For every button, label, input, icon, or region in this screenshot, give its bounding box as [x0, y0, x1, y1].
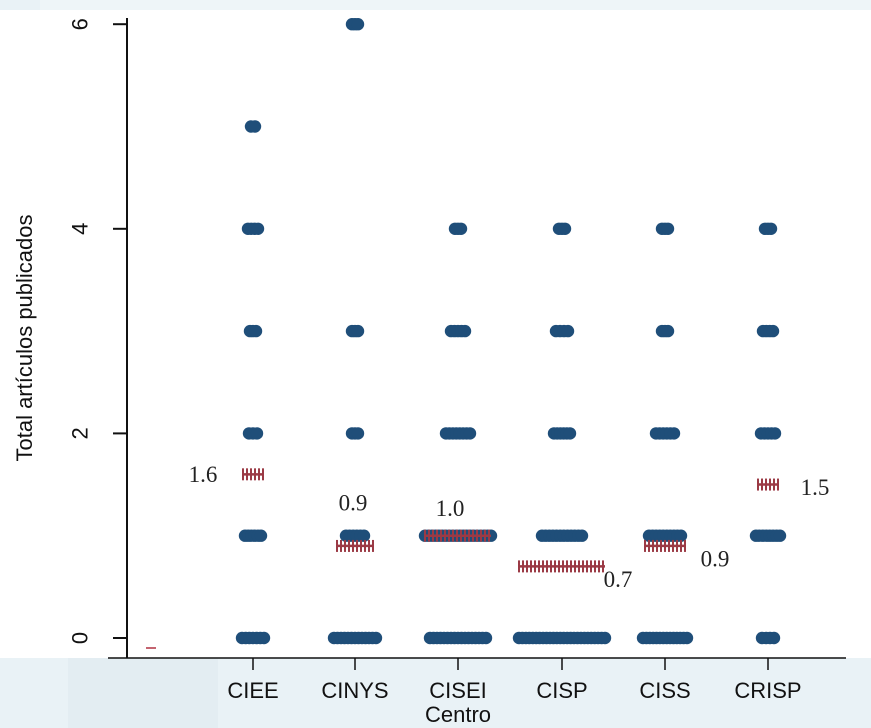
x-tick-label: CISEI [429, 678, 486, 703]
data-point [575, 529, 589, 542]
y-ticks: 0 2 4 6 [68, 18, 127, 644]
data-point [667, 427, 681, 440]
data-point [251, 222, 265, 235]
y-axis-title: Total artículos publicados [12, 214, 37, 461]
data-point [250, 427, 264, 440]
data-point [768, 427, 782, 440]
axes [108, 18, 846, 659]
x-tick-label: CINYS [321, 678, 388, 703]
mean-value-label: 0.9 [701, 546, 730, 571]
x-ticks: CIEE CINYS CISEI CISP CISS CRISP [227, 658, 802, 703]
y-tick-label: 6 [68, 18, 93, 30]
data-point [351, 18, 365, 31]
data-point [458, 324, 472, 338]
data-point [674, 529, 688, 542]
data-point [257, 631, 271, 645]
data-point [764, 222, 778, 235]
y-tick-label: 2 [68, 427, 93, 439]
mean-value-label: 0.9 [339, 490, 368, 515]
top-strip [40, 0, 871, 10]
x-tick-label: CRISP [734, 678, 801, 703]
data-point [563, 427, 577, 440]
mean-value-label: 1.5 [801, 475, 830, 500]
y-tick-label: 0 [68, 632, 93, 644]
data-point [661, 324, 675, 338]
y-tick-label: 4 [68, 223, 93, 235]
data-point [454, 222, 468, 235]
data-point [351, 427, 365, 440]
mean-value-label: 0.7 [604, 567, 633, 592]
data-point [598, 631, 612, 645]
data-points [235, 18, 787, 645]
mean-markers [242, 468, 779, 573]
data-point [767, 631, 781, 645]
data-point [479, 631, 493, 645]
x-tick-label: CIEE [227, 678, 278, 703]
corner-panel [0, 658, 68, 728]
x-tick-label: CISS [639, 678, 690, 703]
data-point [369, 631, 383, 645]
plot-background [0, 10, 871, 658]
mean-labels: 1.6 0.9 1.0 0.7 0.9 1.5 [189, 462, 830, 592]
data-point [773, 529, 787, 542]
data-point [248, 120, 262, 133]
data-point [680, 631, 694, 645]
x-axis-title: Centro [425, 702, 491, 727]
data-point [357, 529, 371, 542]
data-point [463, 427, 477, 440]
mean-value-label: 1.0 [436, 496, 465, 521]
data-point [558, 222, 572, 235]
mean-value-label: 1.6 [189, 462, 218, 487]
data-point [561, 324, 575, 338]
data-point [351, 324, 365, 338]
data-point [249, 324, 263, 338]
data-point [661, 222, 675, 235]
bottom-band [68, 658, 218, 728]
data-point [254, 529, 268, 542]
data-point [766, 324, 780, 338]
x-tick-label: CISP [536, 678, 587, 703]
